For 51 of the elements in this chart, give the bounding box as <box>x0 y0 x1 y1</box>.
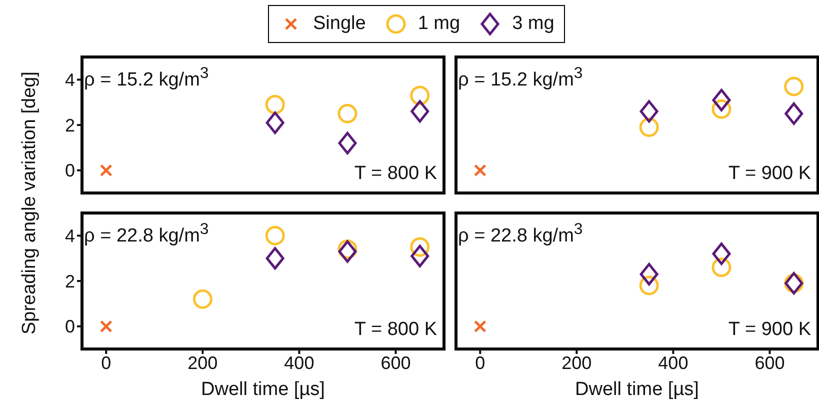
annotation: T = 900 K <box>728 319 811 341</box>
x-tick-label: 200 <box>188 352 218 373</box>
point <box>640 100 658 123</box>
y-tick-label: 0 <box>64 316 75 337</box>
x-tick-label: 400 <box>658 352 688 373</box>
point <box>338 132 357 154</box>
point <box>474 164 486 177</box>
point <box>640 262 658 286</box>
y-tick-label: 2 <box>64 115 75 136</box>
point <box>192 289 212 309</box>
point <box>265 226 285 246</box>
point <box>474 320 486 333</box>
point <box>784 102 804 125</box>
x-tick-label: 200 <box>562 352 592 373</box>
point <box>784 76 804 96</box>
annotation: T = 800 K <box>354 319 437 341</box>
x-axis-title: Dwell time [µs] <box>200 379 326 401</box>
y-tick-label: 0 <box>64 160 75 181</box>
legend-label: 3 mg <box>512 13 554 35</box>
point <box>266 111 284 134</box>
annotation: ρ = 22.8 kg/m$^{3}$ <box>84 221 209 248</box>
x-tick-label: 0 <box>101 352 112 373</box>
x-tick-label: 600 <box>754 352 785 373</box>
annotation: ρ = 15.2 kg/m$^{3}$ <box>84 65 209 92</box>
point <box>338 240 357 263</box>
y-axis-title: Spreading angle variation [deg] <box>19 71 41 335</box>
legend-label: 1 mg <box>418 13 460 35</box>
y-tick-label: 4 <box>64 226 75 246</box>
point <box>712 88 731 112</box>
x-tick-label: 0 <box>475 352 486 373</box>
point <box>410 244 430 268</box>
point <box>712 99 732 119</box>
point <box>712 242 731 266</box>
point <box>338 104 358 124</box>
point <box>266 247 284 270</box>
point <box>410 100 430 123</box>
point <box>100 320 112 333</box>
x-tick-label: 600 <box>380 352 411 373</box>
point <box>100 164 112 177</box>
point <box>639 276 659 296</box>
x-tick-label: 400 <box>284 352 314 373</box>
annotation: T = 800 K <box>354 163 437 185</box>
x-axis-title: Dwell time [µs] <box>574 379 700 401</box>
legend-label: Single <box>313 13 366 35</box>
annotation: ρ = 22.8 kg/m$^{3}$ <box>458 221 583 248</box>
y-tick-label: 2 <box>64 271 75 292</box>
annotation: T = 900 K <box>728 163 811 185</box>
point <box>410 237 430 257</box>
point <box>265 94 285 114</box>
annotation: ρ = 15.2 kg/m$^{3}$ <box>458 65 583 92</box>
y-tick-label: 4 <box>64 70 75 90</box>
